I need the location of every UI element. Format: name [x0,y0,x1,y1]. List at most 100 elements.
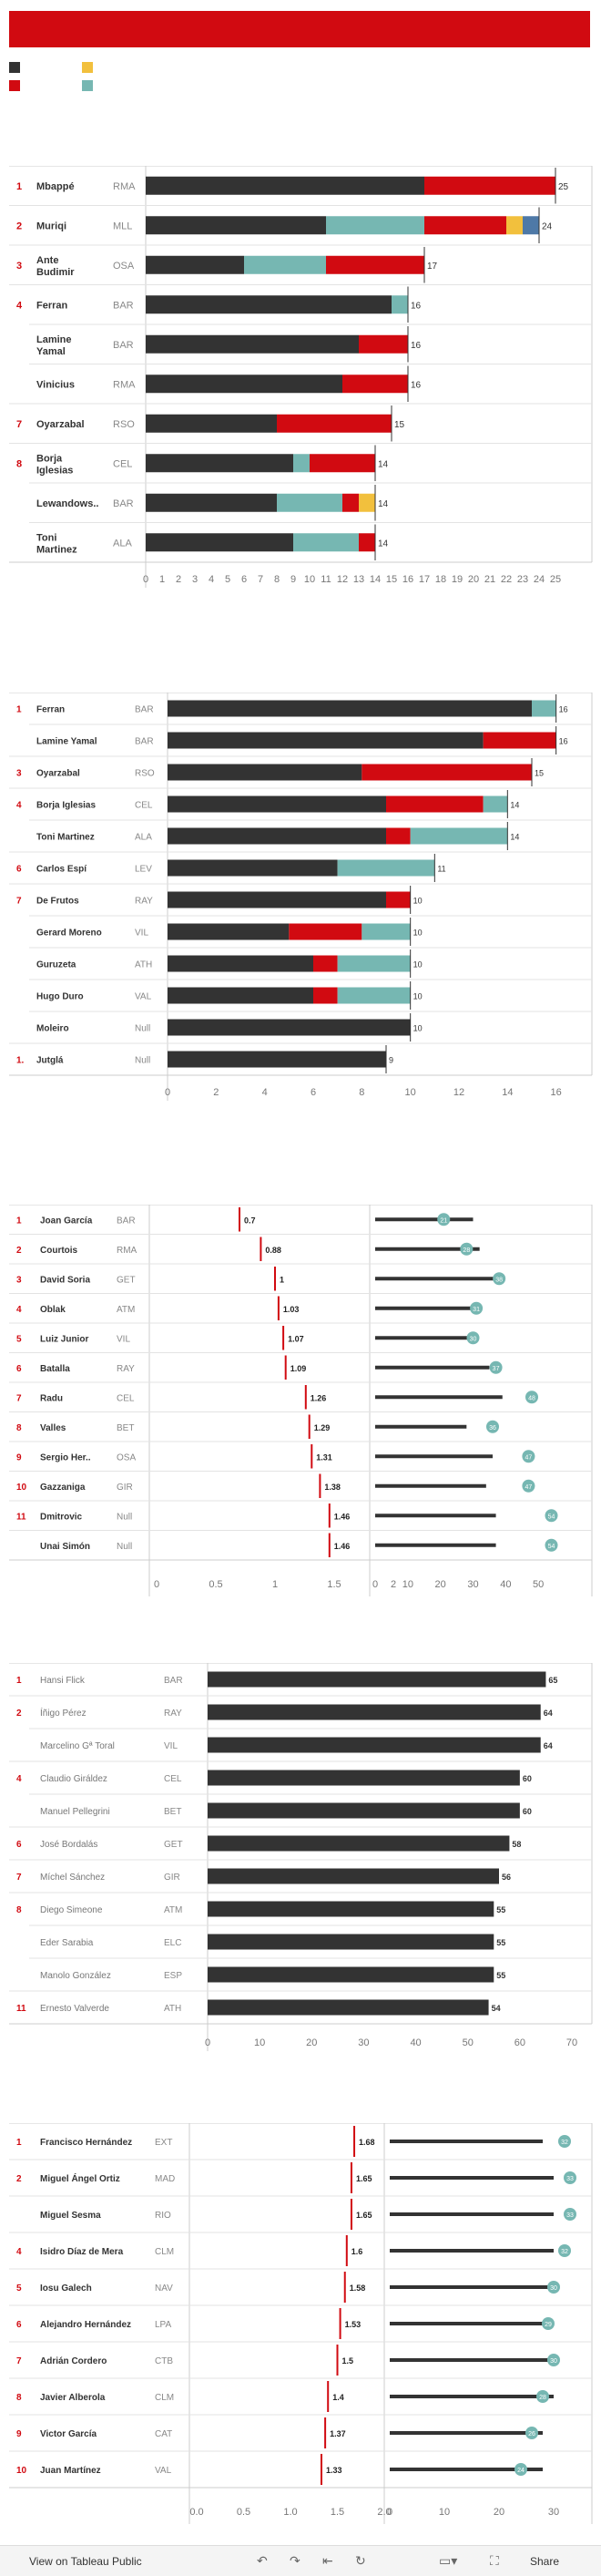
redo-icon[interactable]: ↷ [290,2553,300,2568]
value-label: 1.65 [356,2174,372,2183]
lollipop-dot [558,2244,571,2257]
bar-segment-dark [168,1019,411,1036]
rank-label: 8 [16,2393,22,2403]
bar-segment-dark [168,987,313,1004]
value-label: 1.26 [311,1393,327,1402]
bar-segment-dark [208,1835,510,1852]
value-label: 56 [502,1873,511,1882]
name-label: Isidro Díaz de Mera [40,2247,124,2257]
team-code: ATH [164,2004,181,2014]
x-tick-label: 20 [306,2037,317,2048]
fullscreen-icon[interactable]: ⛶ [490,2553,499,2568]
team-code: BAR [117,1216,136,1226]
team-code: RIO [155,2211,171,2221]
pause-icon[interactable]: ↻ [355,2553,366,2568]
player-name: Íñigo Pérez [40,1707,87,1719]
rank-label: 5 [16,2284,22,2294]
header-banner [9,11,590,47]
value-label: 14 [510,833,519,842]
rank-label: 10 [16,2466,27,2476]
value-label: 10 [413,1024,423,1033]
team-code: CEL [117,1393,135,1403]
rank-label: 5 [16,1334,22,1344]
value-label: 14 [378,539,389,549]
rank-label: 7 [16,2356,22,2366]
bar-segment-dark [168,827,386,845]
value-label: 64 [544,1709,553,1718]
bar-segment-dark [208,1868,499,1884]
lollipop-dot [489,1360,503,1374]
left-x-tick-label: 2 [391,1579,396,1590]
name-label: Radu [40,1393,63,1403]
x-tick-label: 7 [258,574,263,585]
team-code: CAT [155,2429,172,2439]
x-tick-label: 5 [225,574,230,585]
name-label: Courtois [40,1246,78,1256]
lollipop-dot [460,1242,474,1256]
bar-segment-teal [337,859,435,877]
player-name: Manuel Pellegrini [40,1807,110,1817]
x-tick-label: 40 [410,2037,421,2048]
lollipop-dot-label: 33 [566,2176,574,2182]
undo-icon[interactable]: ↶ [257,2553,268,2568]
lollipop-dot [547,2354,560,2366]
team-code: CEL [113,458,132,469]
value-label: 1.33 [326,2466,342,2475]
player-name: Vinicius [36,379,75,390]
team-code: CEL [164,1774,182,1784]
right-x-tick-label: 50 [533,1579,544,1590]
name-label: Gazzaniga [40,1483,86,1493]
x-tick-label: 8 [359,1087,364,1098]
bar-segment-dark [146,334,359,354]
value-label: 1 [280,1275,284,1284]
lollipop-dot-label: 37 [493,1366,500,1372]
value-label: 58 [512,1840,521,1849]
x-tick-label: 4 [262,1087,268,1098]
value-label: 1.65 [356,2211,372,2220]
lollipop-dot-label: 33 [566,2212,574,2219]
bar-segment-red [313,955,338,972]
legend-swatch-yellow [82,62,93,73]
left-x-tick-label: 0.0 [189,2507,203,2518]
bar-segment-dark [208,1999,489,2016]
lollipop-dot [547,2281,560,2294]
team-code: VIL [164,1741,178,1751]
view-on-tableau-link[interactable]: View on Tableau Public [29,2555,142,2568]
lollipop-dot [525,1391,538,1404]
revert-icon[interactable]: ⇤ [322,2553,333,2568]
rank-label: 9 [16,2429,22,2439]
value-label: 16 [559,737,568,746]
value-label: 1.29 [314,1423,331,1432]
value-label: 0.7 [244,1216,256,1225]
bar-segment-red [277,414,392,433]
value-label: 17 [427,262,438,272]
player-name: José Bordalás [40,1840,97,1850]
team-code: ALA [113,538,132,549]
share-button[interactable]: Share [530,2555,560,2568]
lollipop-dot-label: 28 [463,1247,470,1254]
rank-label: 6 [16,865,22,875]
x-tick-label: 14 [502,1087,513,1098]
team-code: NAV [155,2284,173,2294]
rank-label: 10 [16,1483,27,1493]
x-tick-label: 14 [370,574,381,585]
bar-segment-teal [244,255,326,274]
rank-label: 9 [16,1452,22,1462]
name-label: Juan Martínez [40,2466,101,2476]
lollipop-dot-label: 47 [525,1484,533,1491]
lollipop-dot-label: 30 [550,2285,557,2292]
team-code: BAR [164,1676,183,1686]
right-x-tick-label: 0 [372,1579,378,1590]
value-label: 14 [378,499,389,509]
name-label: Joan García [40,1216,93,1226]
bar-segment-dark [146,216,326,235]
name-label: Miguel Sesma [40,2211,101,2221]
bar-segment-red [342,375,408,394]
player-name: Marcelino Gª Toral [40,1741,115,1751]
rank-label: 7 [16,897,22,907]
device-layout-icon[interactable]: ▭▾ [439,2553,458,2568]
x-tick-label: 16 [402,574,413,585]
player-name: Manolo González [40,1971,111,1981]
lollipop-dot [545,1538,558,1552]
